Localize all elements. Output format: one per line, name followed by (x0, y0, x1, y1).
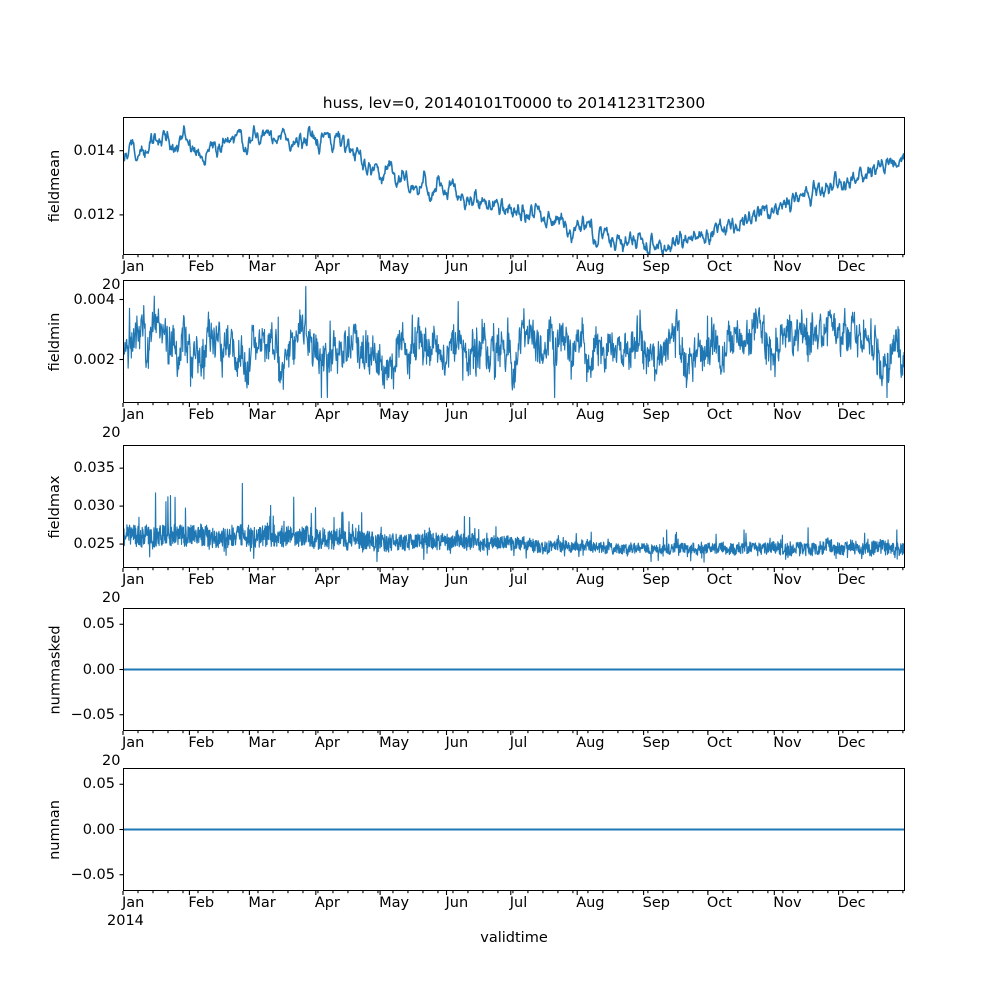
xtick-year-label-clipped: 20 (102, 425, 121, 441)
ytick-label: 0.014 (73, 142, 115, 159)
xtick-label-jun: Jun (445, 259, 469, 275)
ytick-label: −0.05 (70, 706, 115, 723)
xtick-label-sep: Sep (642, 572, 670, 588)
xtick-label-may: May (379, 572, 410, 588)
xtick-label-mar: Mar (248, 259, 276, 275)
xtick-label-jun: Jun (445, 895, 469, 911)
xtick-label-jan: Jan (122, 259, 145, 275)
nummasked-plot-area (124, 668, 904, 671)
xtick-label-oct: Oct (706, 735, 732, 751)
xtick-label-aug: Aug (576, 572, 605, 588)
xtick-label-jul: Jul (509, 735, 528, 751)
subplot-fieldmean (123, 117, 905, 255)
numnan-plot-area (124, 828, 904, 831)
xtick-label-dec: Dec (837, 407, 866, 423)
xlabel-validtime: validtime (480, 930, 548, 946)
xtick-label-dec: Dec (837, 572, 866, 588)
xtick-label-sep: Sep (642, 407, 670, 423)
xtick-label-jan: Jan (122, 407, 145, 423)
data-line (124, 125, 904, 254)
ytick-label: 0.00 (82, 661, 115, 678)
xtick-label-oct: Oct (706, 407, 732, 423)
xtick-label-jul: Jul (509, 895, 528, 911)
subplot-numnan (123, 768, 905, 891)
subplot-fieldmax (123, 445, 905, 568)
xtick-label-jul: Jul (509, 572, 528, 588)
ytick-label: 0.00 (82, 821, 115, 838)
xtick-label-aug: Aug (576, 735, 605, 751)
xtick-label-jun: Jun (445, 407, 469, 423)
xtick-label-nov: Nov (773, 259, 802, 275)
xtick-label-feb: Feb (188, 735, 215, 751)
xtick-label-jun: Jun (445, 735, 469, 751)
xtick-label-mar: Mar (248, 572, 276, 588)
ytick-label: 0.012 (73, 206, 115, 223)
xtick-label-apr: Apr (314, 407, 340, 423)
xtick-label-nov: Nov (773, 407, 802, 423)
ytick-label: −0.05 (70, 866, 115, 883)
xtick-label-feb: Feb (188, 572, 215, 588)
figure-title: huss, lev=0, 20140101T0000 to 20141231T2… (322, 94, 706, 112)
xtick-label-mar: Mar (248, 735, 276, 751)
fieldmean-plot-area (124, 125, 904, 254)
xtick-label-apr: Apr (314, 895, 340, 911)
xtick-label-aug: Aug (576, 895, 605, 911)
xtick-label-may: May (379, 735, 410, 751)
xtick-label-jan: Jan (122, 735, 145, 751)
xtick-label-nov: Nov (773, 735, 802, 751)
ytick-label: 0.025 (73, 536, 115, 553)
xtick-label-mar: Mar (248, 895, 276, 911)
xtick-label-nov: Nov (773, 572, 802, 588)
xtick-label-dec: Dec (837, 259, 866, 275)
xtick-label-sep: Sep (642, 895, 670, 911)
subplot-nummasked (123, 608, 905, 731)
fieldmin-plot-area (124, 285, 904, 399)
fieldmax-plot-area (124, 482, 904, 563)
data-line (124, 285, 904, 399)
xtick-label-dec: Dec (837, 735, 866, 751)
xtick-label-apr: Apr (314, 572, 340, 588)
xtick-label-sep: Sep (642, 735, 670, 751)
xtick-label-may: May (379, 259, 410, 275)
xtick-label-jul: Jul (509, 259, 528, 275)
subplot-fieldmin (123, 280, 905, 403)
xtick-label-oct: Oct (706, 895, 732, 911)
xtick-label-feb: Feb (188, 895, 215, 911)
ytick-label: 0.002 (73, 351, 115, 368)
xtick-label-may: May (379, 407, 410, 423)
xtick-label-oct: Oct (706, 572, 732, 588)
xtick-label-jul: Jul (509, 407, 528, 423)
xtick-label-apr: Apr (314, 735, 340, 751)
ytick-label: 0.030 (73, 498, 115, 515)
ytick-label: 0.004 (73, 291, 115, 308)
xtick-year-label-clipped: 20 (102, 753, 121, 769)
xtick-label-jan: Jan (122, 572, 145, 588)
xtick-label-feb: Feb (188, 407, 215, 423)
xtick-label-aug: Aug (576, 259, 605, 275)
xtick-label-may: May (379, 895, 410, 911)
xtick-label-apr: Apr (314, 259, 340, 275)
xtick-year-label-clipped: 20 (102, 277, 121, 293)
xtick-label-nov: Nov (773, 895, 802, 911)
xtick-label-oct: Oct (706, 259, 732, 275)
ytick-label: 0.05 (82, 616, 115, 633)
ytick-label: 0.035 (73, 460, 115, 477)
xtick-label-jan: Jan (122, 895, 145, 911)
xtick-label-sep: Sep (642, 259, 670, 275)
ytick-label: 0.05 (82, 776, 115, 793)
xtick-year-label: 2014 (107, 913, 144, 929)
xtick-label-jun: Jun (445, 572, 469, 588)
xtick-label-aug: Aug (576, 407, 605, 423)
xtick-label-mar: Mar (248, 407, 276, 423)
xtick-year-label-clipped: 20 (102, 590, 121, 606)
xtick-label-feb: Feb (188, 259, 215, 275)
xtick-label-dec: Dec (837, 895, 866, 911)
data-line (124, 482, 904, 563)
